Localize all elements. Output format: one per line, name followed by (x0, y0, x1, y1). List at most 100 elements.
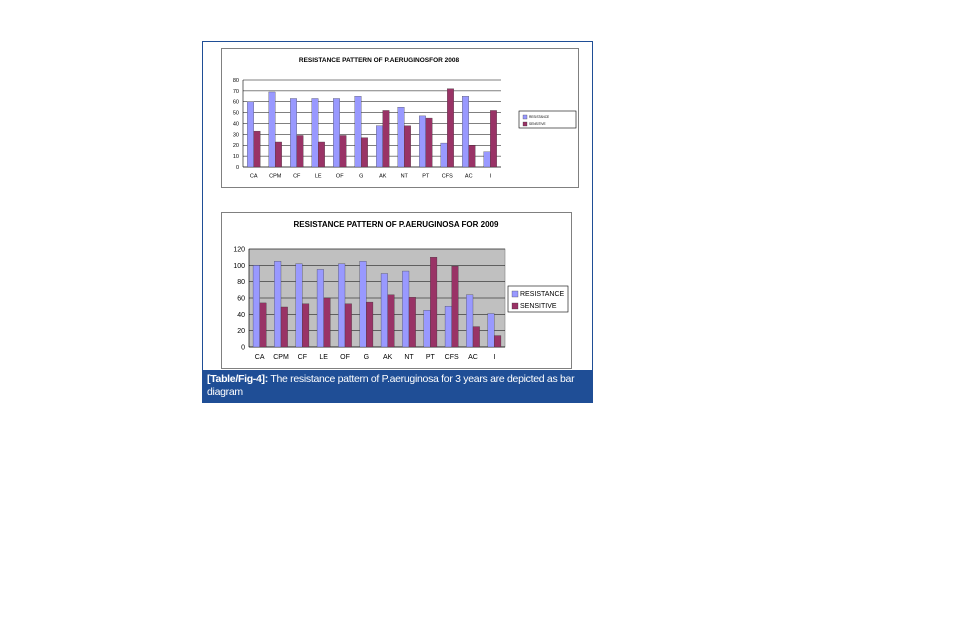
chart-title: RESISTANCE PATTERN OF P.AERUGINOSA FOR 2… (294, 220, 499, 229)
x-tick-label: PT (426, 354, 436, 361)
legend-box (518, 110, 577, 129)
bar-sensitive-pt (425, 117, 433, 168)
y-tick-label: 60 (237, 295, 245, 302)
bar-sensitive-nt (404, 125, 411, 168)
bar-sensitive-g (366, 301, 374, 348)
y-tick-label: 20 (237, 328, 245, 335)
x-tick-label: G (364, 354, 369, 361)
bar-sensitive-i (490, 110, 497, 168)
x-tick-label: LE (319, 354, 328, 361)
bar-resistance-ak (376, 125, 383, 168)
x-tick-label: AK (383, 354, 393, 361)
bar-sensitive-cpm (280, 306, 288, 348)
y-tick-label: 120 (233, 246, 245, 253)
bar-resistance-nt (402, 270, 410, 348)
y-tick-label: 70 (233, 89, 239, 95)
bar-resistance-cfs (444, 306, 452, 348)
y-tick-label: 30 (233, 132, 239, 138)
bar-sensitive-cf (296, 135, 304, 168)
legend-swatch-sensitive (522, 121, 528, 127)
bar-resistance-of (338, 263, 346, 348)
caption-label: [Table/Fig-4]: (207, 373, 268, 385)
bar-resistance-cfs (440, 142, 448, 168)
x-tick-label: NT (401, 174, 409, 180)
x-tick-label: G (359, 174, 363, 180)
x-tick-label: NT (404, 354, 414, 361)
x-tick-label: CPM (269, 174, 282, 180)
bar-resistance-g (354, 96, 362, 168)
bar-resistance-g (359, 261, 367, 348)
bar-resistance-cf (295, 263, 303, 348)
legend-label-sensitive: SENSITIVE (529, 122, 546, 126)
bar-resistance-nt (397, 107, 405, 168)
bar-sensitive-le (318, 141, 325, 168)
x-tick-label: LE (315, 174, 322, 180)
x-tick-label: I (489, 174, 491, 180)
y-tick-label: 60 (233, 100, 239, 106)
bar-sensitive-ak (382, 110, 390, 168)
x-tick-label: AC (465, 174, 473, 180)
y-tick-label: 80 (233, 78, 239, 84)
chart-2008: RESISTANCE PATTERN OF P.AERUGINOSFOR 200… (221, 48, 579, 188)
y-tick-label: 10 (233, 154, 239, 160)
bar-sensitive-i (494, 335, 502, 348)
bar-resistance-pt (423, 310, 431, 348)
bar-resistance-le (311, 98, 319, 168)
y-tick-label: 20 (233, 143, 239, 149)
bar-resistance-ac (466, 294, 474, 348)
bar-sensitive-le (323, 297, 331, 348)
y-tick-label: 0 (241, 344, 245, 351)
figure-panel: RESISTANCE PATTERN OF P.AERUGINOSFOR 200… (202, 41, 593, 403)
y-tick-label: 80 (237, 279, 245, 286)
y-tick-label: 50 (233, 111, 239, 117)
bar-sensitive-nt (408, 297, 416, 348)
legend-swatch-sensitive (511, 302, 519, 310)
bar-resistance-i (483, 151, 491, 168)
x-tick-label: CA (250, 174, 258, 180)
x-tick-label: OF (336, 174, 344, 180)
x-tick-label: CF (298, 354, 307, 361)
bar-sensitive-cpm (275, 141, 282, 168)
x-tick-label: CF (293, 174, 301, 180)
legend-label-resistance: RESISTANCE (520, 291, 565, 298)
bar-sensitive-ca (259, 302, 267, 348)
bar-resistance-le (316, 269, 324, 348)
bar-sensitive-cfs (451, 266, 459, 348)
x-tick-label: CFS (445, 354, 459, 361)
legend-label-resistance: RESISTANCE (529, 115, 549, 119)
bar-sensitive-cfs (447, 88, 454, 168)
bar-resistance-ac (462, 96, 469, 168)
bar-resistance-cpm (274, 261, 282, 348)
bar-resistance-cf (290, 98, 297, 168)
y-tick-label: 0 (236, 165, 239, 171)
bar-sensitive-ac (468, 145, 476, 168)
y-tick-label: 40 (237, 312, 245, 319)
x-tick-label: OF (340, 354, 350, 361)
x-tick-label: CFS (442, 174, 453, 180)
bar-resistance-ca (252, 265, 260, 348)
bar-resistance-cpm (268, 91, 276, 168)
bar-sensitive-pt (430, 257, 438, 348)
x-tick-label: AK (379, 174, 387, 180)
x-tick-label: AC (468, 354, 478, 361)
x-tick-label: CPM (273, 354, 289, 361)
legend-swatch-resistance (511, 290, 519, 298)
x-tick-label: I (493, 354, 495, 361)
y-tick-label: 40 (233, 121, 239, 127)
figure-caption: [Table/Fig-4]: The resistance pattern of… (203, 370, 592, 402)
chart-2009: RESISTANCE PATTERN OF P.AERUGINOSA FOR 2… (221, 212, 572, 369)
bar-sensitive-g (361, 137, 368, 168)
bar-sensitive-of (339, 135, 347, 168)
bar-resistance-ca (247, 101, 254, 168)
bar-sensitive-ak (387, 294, 395, 348)
bar-resistance-i (487, 313, 495, 348)
bar-resistance-ak (380, 273, 388, 348)
bar-resistance-of (333, 98, 340, 168)
legend-swatch-resistance (522, 114, 528, 120)
legend-label-sensitive: SENSITIVE (520, 303, 557, 310)
y-tick-label: 100 (233, 263, 245, 270)
bar-sensitive-ca (253, 130, 261, 168)
chart-title: RESISTANCE PATTERN OF P.AERUGINOSFOR 200… (299, 57, 460, 64)
x-tick-label: PT (422, 174, 430, 180)
bar-sensitive-of (344, 303, 352, 348)
